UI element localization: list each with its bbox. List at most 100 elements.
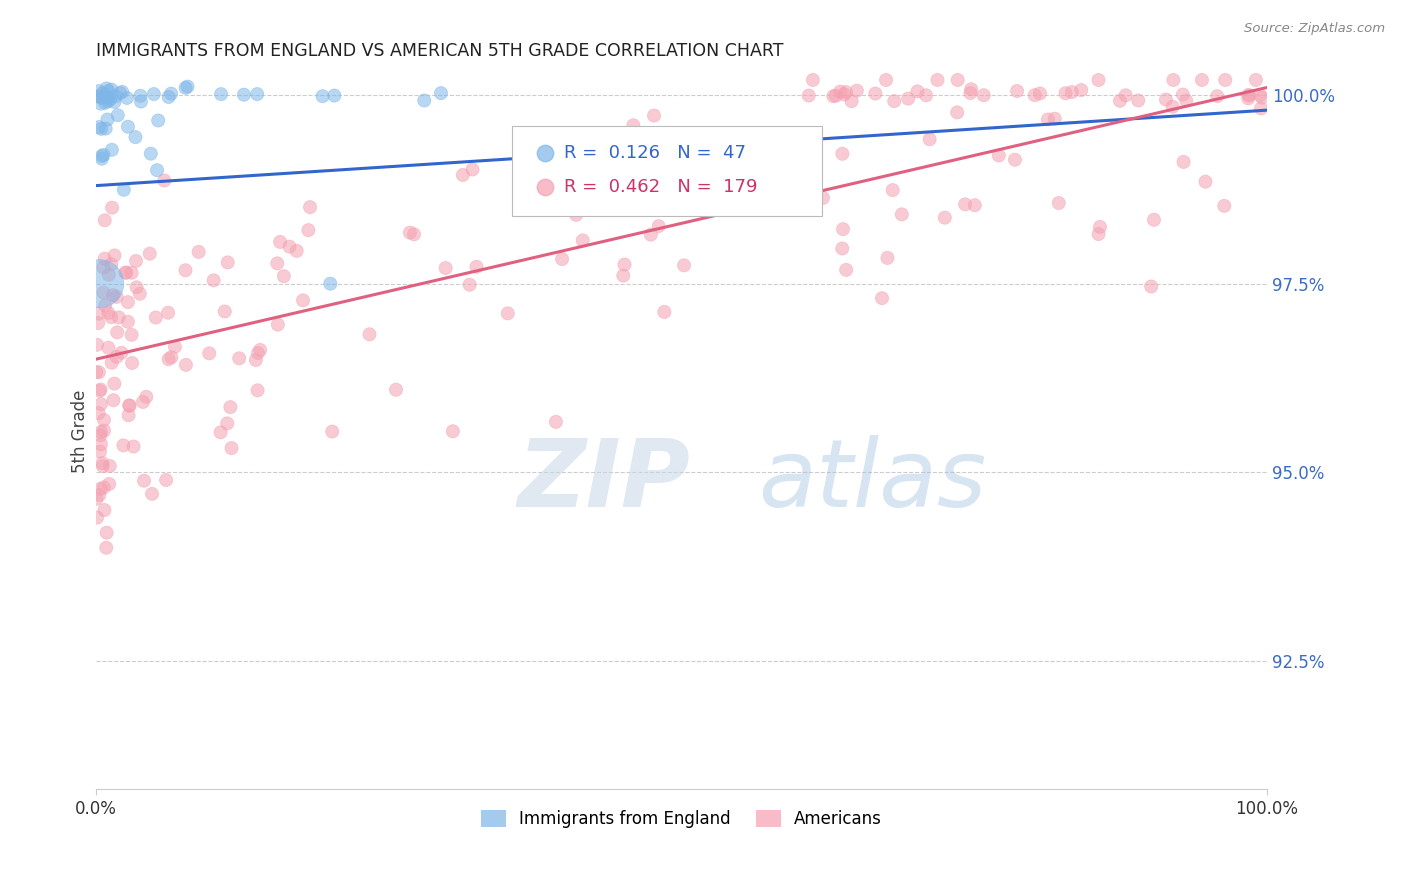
Point	[973, 88, 995, 103]
Point	[1171, 87, 1194, 102]
Point	[145, 310, 167, 325]
Point	[870, 291, 893, 305]
Point	[1087, 73, 1109, 87]
Point	[613, 258, 636, 272]
Point	[146, 163, 169, 178]
Point	[132, 474, 155, 488]
Point	[96, 525, 118, 540]
Point	[87, 307, 110, 321]
Point	[612, 268, 634, 283]
Point	[94, 95, 117, 110]
Point	[1024, 88, 1046, 103]
Point	[100, 310, 122, 325]
Point	[735, 139, 758, 153]
Point	[927, 73, 949, 87]
Point	[596, 159, 619, 173]
Point	[385, 383, 408, 397]
Point	[104, 89, 127, 103]
Point	[221, 441, 243, 455]
Point	[1140, 279, 1163, 293]
Point	[1194, 175, 1216, 189]
Point	[128, 286, 150, 301]
Point	[129, 88, 152, 103]
Point	[399, 226, 422, 240]
Point	[174, 358, 197, 372]
Point	[1154, 93, 1177, 107]
Point	[1173, 155, 1195, 169]
Point	[669, 189, 692, 203]
Point	[174, 263, 197, 277]
Point	[830, 85, 852, 99]
Point	[89, 444, 111, 458]
Point	[118, 399, 141, 413]
Point	[121, 327, 143, 342]
Point	[441, 424, 464, 438]
Point	[946, 105, 969, 120]
Point	[278, 239, 301, 253]
Point	[1213, 73, 1236, 87]
Point	[323, 88, 346, 103]
Point	[105, 350, 128, 364]
Point	[1004, 153, 1026, 167]
Point	[1060, 85, 1083, 99]
Point	[132, 395, 155, 409]
Point	[108, 86, 131, 100]
Point	[647, 219, 669, 234]
Point	[359, 327, 381, 342]
Point	[217, 255, 239, 269]
Point	[831, 242, 853, 256]
Point	[865, 87, 887, 101]
Text: R =  0.462   N =  179: R = 0.462 N = 179	[564, 178, 758, 196]
Point	[565, 208, 588, 222]
Point	[86, 337, 108, 351]
Point	[98, 458, 121, 473]
Text: R =  0.126   N =  47: R = 0.126 N = 47	[564, 145, 747, 162]
Point	[202, 273, 225, 287]
Point	[1237, 87, 1260, 102]
Point	[430, 86, 453, 100]
Point	[246, 346, 269, 360]
Point	[1047, 196, 1070, 211]
Point	[90, 425, 112, 439]
Point	[1250, 102, 1272, 116]
Point	[141, 487, 163, 501]
Legend: Immigrants from England, Americans: Immigrants from England, Americans	[474, 803, 889, 835]
Point	[1029, 87, 1052, 101]
Point	[228, 351, 250, 366]
Point	[100, 82, 122, 96]
Point	[934, 211, 956, 225]
Point	[219, 400, 242, 414]
Point	[89, 277, 111, 291]
Point	[117, 295, 139, 310]
Point	[114, 265, 136, 279]
Point	[124, 130, 146, 145]
Point	[84, 365, 107, 379]
Point	[97, 90, 120, 104]
Text: atlas: atlas	[758, 435, 986, 526]
Point	[267, 318, 290, 332]
Point	[97, 84, 120, 98]
Point	[86, 89, 108, 103]
Point	[121, 356, 143, 370]
Point	[823, 89, 845, 103]
Point	[90, 149, 112, 163]
Point	[1043, 112, 1066, 126]
Point	[413, 94, 436, 108]
Point	[98, 477, 121, 491]
Point	[157, 90, 180, 104]
Point	[1087, 227, 1109, 241]
Point	[93, 424, 115, 438]
Point	[93, 148, 115, 162]
Point	[117, 315, 139, 329]
Point	[93, 252, 115, 266]
Point	[89, 482, 111, 496]
Point	[87, 120, 110, 134]
Point	[1070, 83, 1092, 97]
Point	[107, 310, 129, 325]
Point	[117, 120, 139, 134]
Point	[89, 488, 111, 502]
Point	[1249, 88, 1271, 103]
Point	[544, 415, 567, 429]
Point	[122, 440, 145, 454]
Y-axis label: 5th Grade: 5th Grade	[72, 389, 89, 473]
